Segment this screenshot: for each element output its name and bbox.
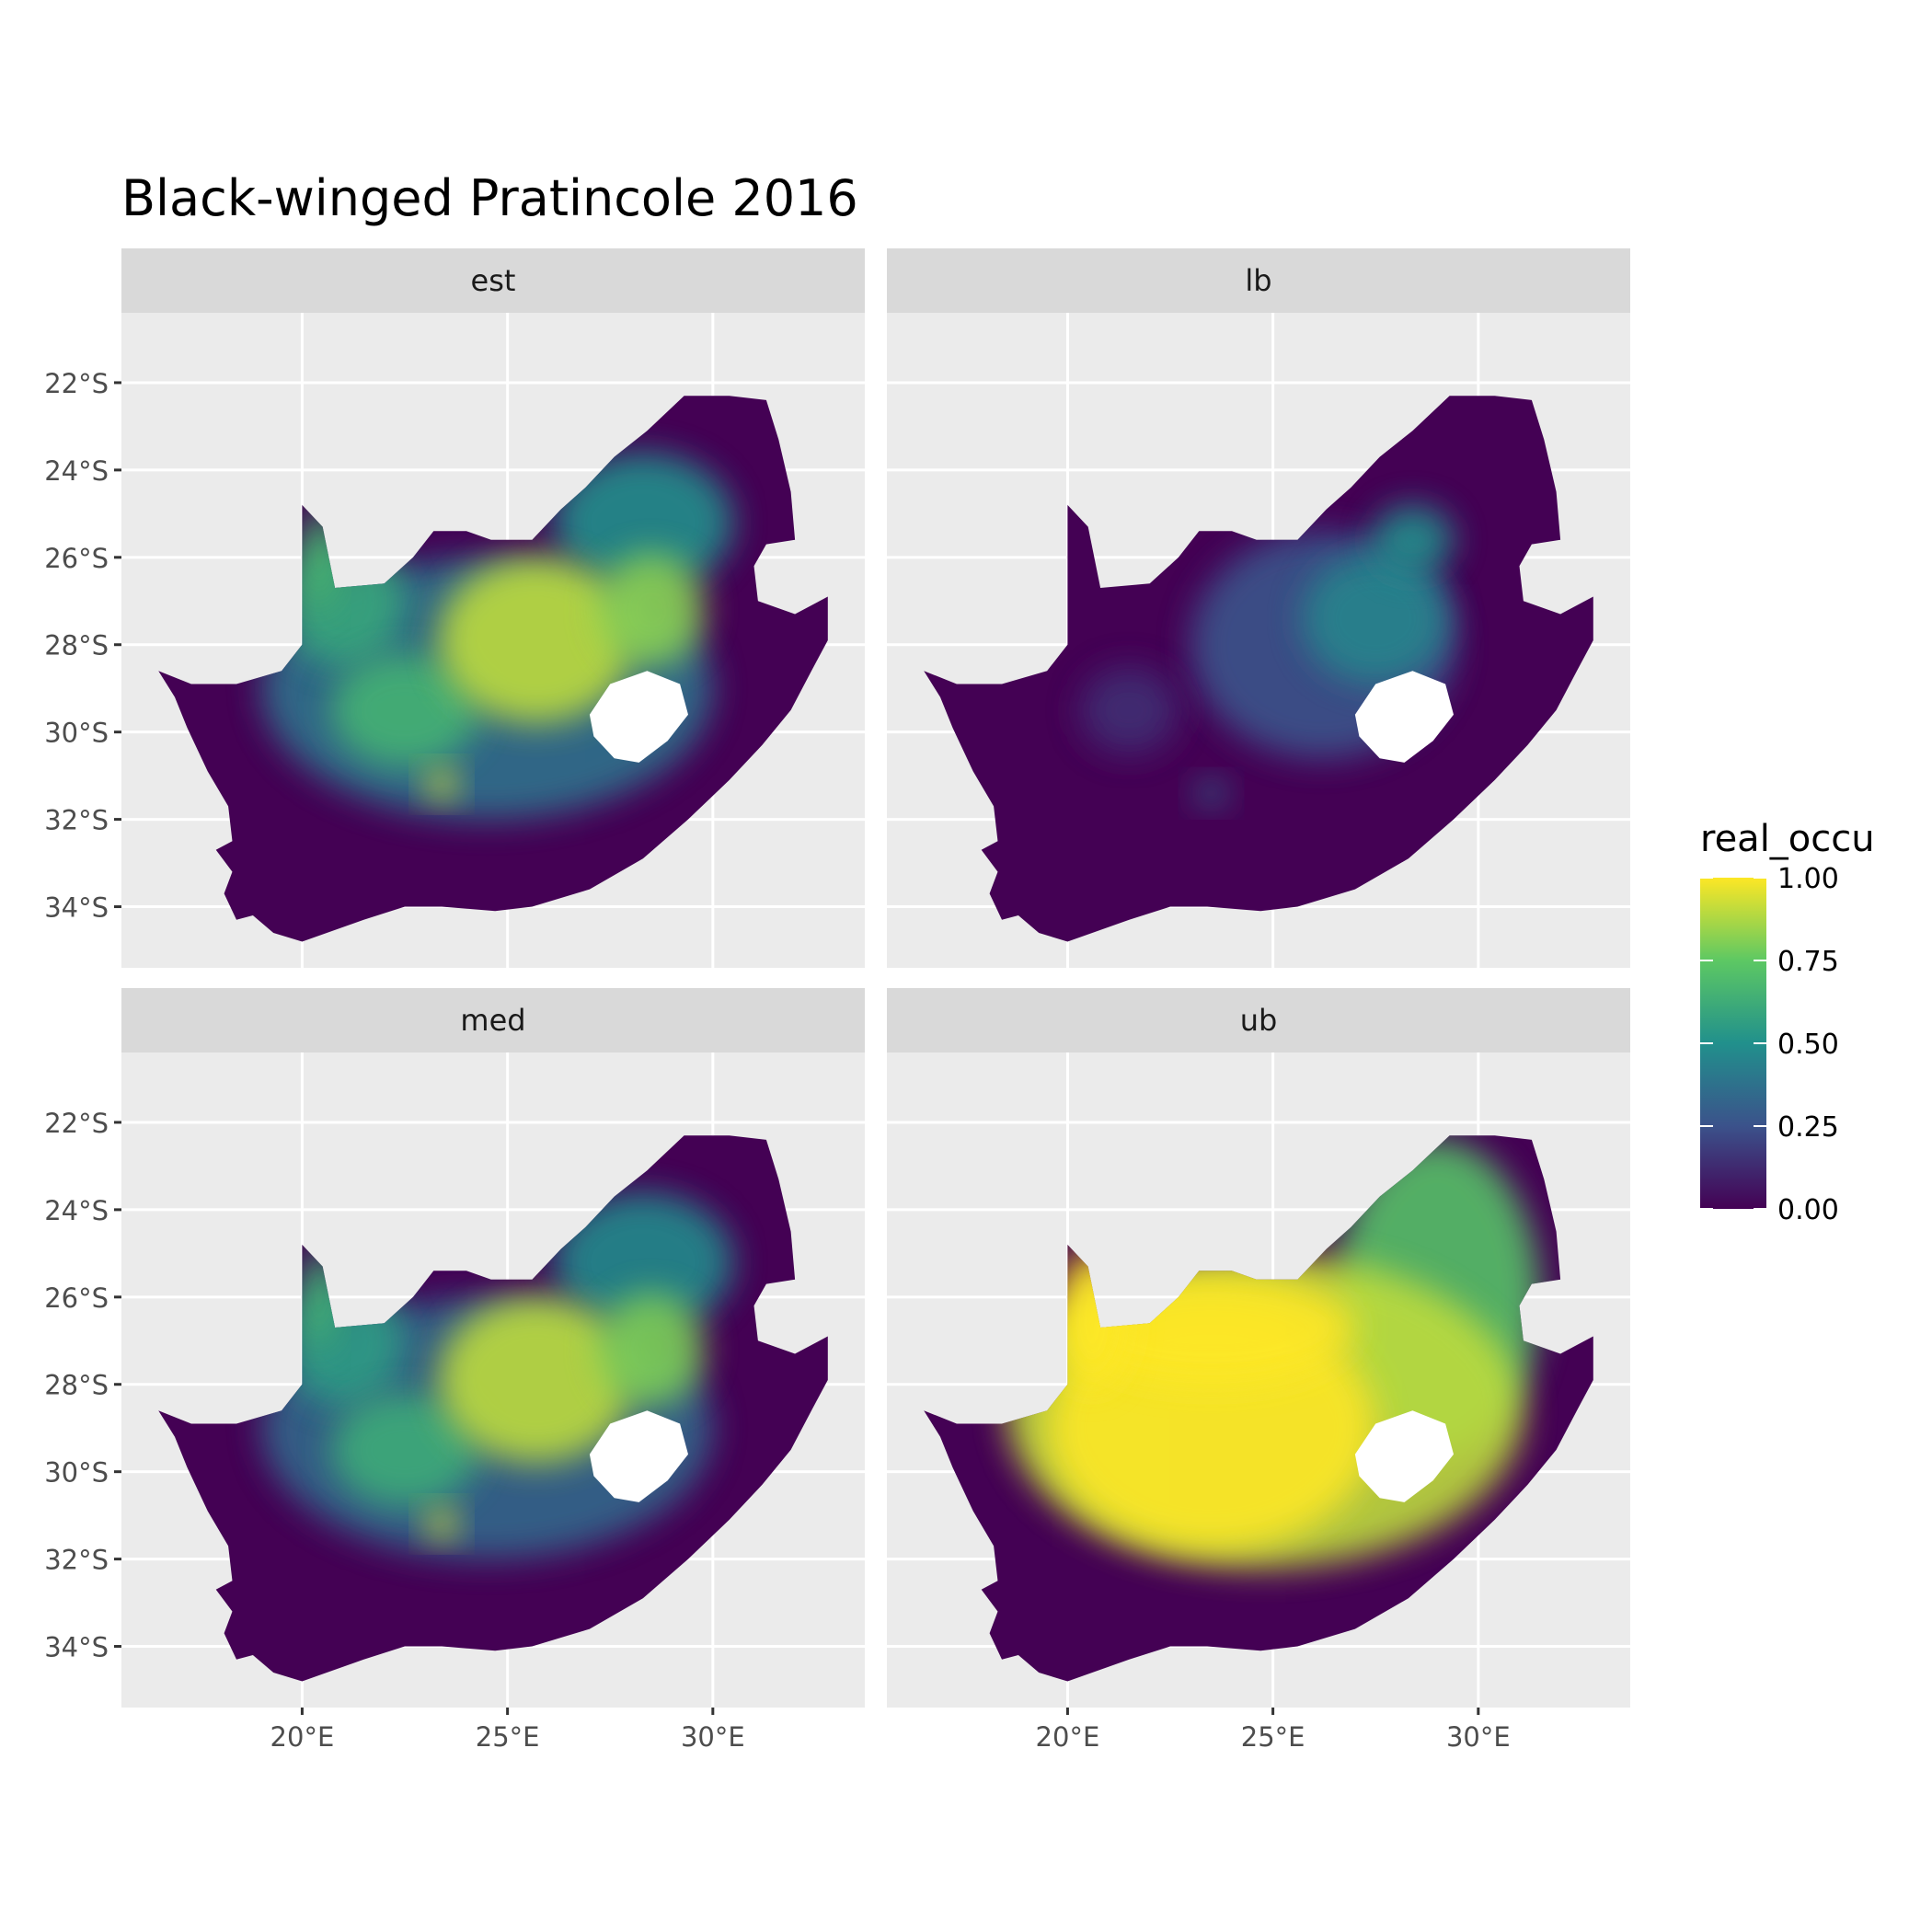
x-tick-label: 25°E <box>1241 1721 1305 1753</box>
lesotho-area <box>1354 671 1454 763</box>
chart-title: Black-winged Pratincole 2016 <box>121 169 858 227</box>
y-axes: 22°S 24°S 26°S 28°S 30°S 32°S 34°S 22°S 24°S 26°S… <box>44 368 121 1663</box>
facet-strip-label: ub <box>1240 1003 1278 1038</box>
occupancy-hotspot <box>330 653 479 767</box>
y-tick-label: 28°S <box>44 630 109 661</box>
legend-label: 0.00 <box>1777 1194 1839 1226</box>
facet-ub: ub <box>887 988 1630 1708</box>
facet-panels: est lb med ub <box>121 248 1630 1708</box>
y-tick-label: 26°S <box>44 543 109 574</box>
y-tick-label: 30°S <box>44 718 109 749</box>
occupancy-hotspot <box>437 557 636 724</box>
occupancy-hotspot <box>1371 504 1455 575</box>
occupancy-hotspot <box>597 1293 705 1407</box>
x-axes: 20°E 25°E 30°E 20°E 25°E 30°E <box>270 1708 1511 1753</box>
occupancy-hotspot <box>1079 666 1179 754</box>
y-tick-label: 32°S <box>44 805 109 836</box>
lesotho-area <box>589 1410 688 1502</box>
facet-strip-label: est <box>471 263 516 298</box>
legend-label: 1.00 <box>1777 863 1839 895</box>
legend-title: real_occu <box>1700 818 1875 860</box>
facet-strip-label: med <box>460 1003 525 1038</box>
occupancy-layer <box>260 1191 734 1559</box>
y-tick-label: 30°S <box>44 1457 109 1489</box>
y-tick-label: 22°S <box>44 1108 109 1139</box>
occupancy-hotspot <box>1194 779 1228 807</box>
y-tick-label: 24°S <box>44 1195 109 1226</box>
lesotho-area <box>1354 1410 1454 1502</box>
legend: real_occu 1.00 0.75 0.50 0.25 0.00 <box>1700 818 1875 1226</box>
occupancy-hotspot <box>552 452 734 592</box>
facet-strip <box>121 988 865 1052</box>
facet-lb: lb <box>887 248 1630 968</box>
x-tick-label: 25°E <box>476 1721 540 1753</box>
lesotho-area <box>589 671 688 763</box>
facet-strip <box>887 988 1630 1052</box>
y-tick-label: 32°S <box>44 1545 109 1576</box>
x-tick-label: 30°E <box>1446 1721 1511 1753</box>
legend-label: 0.50 <box>1777 1029 1839 1061</box>
y-tick-label: 26°S <box>44 1282 109 1314</box>
occupancy-hotspot <box>1301 553 1450 684</box>
facet-strip <box>887 248 1630 313</box>
facet-strip <box>121 248 865 313</box>
legend-label: 0.25 <box>1777 1111 1839 1144</box>
facet-med: med <box>121 988 865 1708</box>
occupancy-hotspot <box>425 769 459 800</box>
y-tick-label: 34°S <box>44 892 109 924</box>
occupancy-hotspot <box>330 1393 479 1507</box>
occupancy-hotspot <box>437 1296 636 1464</box>
occupancy-hotspot <box>425 1509 459 1540</box>
y-tick-label: 34°S <box>44 1632 109 1663</box>
y-tick-label: 22°S <box>44 368 109 399</box>
occupancy-layer <box>260 452 734 820</box>
y-tick-label: 24°S <box>44 455 109 487</box>
legend-label: 0.75 <box>1777 946 1839 978</box>
occupancy-hotspot <box>552 1191 734 1332</box>
x-tick-label: 20°E <box>1036 1721 1100 1753</box>
y-tick-label: 28°S <box>44 1370 109 1401</box>
x-tick-label: 20°E <box>270 1721 335 1753</box>
x-tick-label: 30°E <box>681 1721 745 1753</box>
facet-est: est <box>121 248 865 968</box>
facet-strip-label: lb <box>1245 263 1271 298</box>
occupancy-hotspot <box>597 553 705 667</box>
